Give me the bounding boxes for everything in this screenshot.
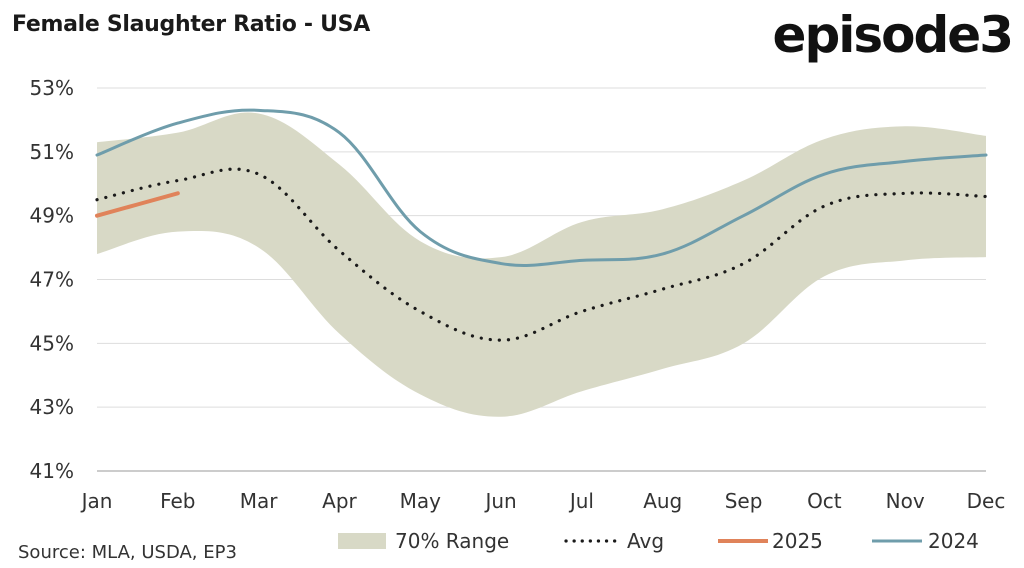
x-tick-label: Jul xyxy=(568,489,594,513)
x-tick-label: Jun xyxy=(483,489,516,513)
x-tick-label: Aug xyxy=(643,489,682,513)
x-axis-ticks: Jan Feb Mar Apr May Jun Jul Aug Sep Oct Nov Dec xyxy=(80,489,1006,513)
y-tick-label: 51% xyxy=(30,140,74,164)
y-tick-label: 43% xyxy=(30,395,74,419)
y-tick-label: 49% xyxy=(30,204,74,228)
chart-title: Female Slaughter Ratio - USA xyxy=(12,12,370,37)
y-tick-label: 53% xyxy=(30,76,74,100)
legend-label-2024: 2024 xyxy=(928,529,979,553)
x-tick-label: Nov xyxy=(886,489,925,513)
source-note: Source: MLA, USDA, EP3 xyxy=(18,542,237,563)
y-tick-label: 47% xyxy=(30,268,74,292)
x-tick-label: Feb xyxy=(160,489,195,513)
x-tick-label: Dec xyxy=(967,489,1006,513)
x-tick-label: May xyxy=(400,489,442,513)
x-tick-label: Oct xyxy=(807,489,842,513)
series-lines xyxy=(95,108,988,342)
y-tick-label: 45% xyxy=(30,331,74,355)
x-tick-label: Jan xyxy=(80,489,113,513)
x-tick-label: Mar xyxy=(240,489,279,513)
legend-swatch-range xyxy=(338,533,386,549)
legend-label-2025: 2025 xyxy=(772,529,823,553)
legend-label-range: 70% Range xyxy=(395,529,509,553)
brand-logo: episode3 xyxy=(772,6,1014,64)
series-line-2025 xyxy=(95,191,180,218)
series-line-2024 xyxy=(95,108,988,267)
y-axis-ticks: 53% 51% 49% 47% 45% 43% 41% xyxy=(30,76,74,483)
legend-label-avg: Avg xyxy=(627,529,664,553)
y-tick-label: 41% xyxy=(30,459,74,483)
chart-legend: 70% Range Avg 2025 2024 xyxy=(338,529,979,553)
x-tick-label: Sep xyxy=(725,489,763,513)
x-tick-label: Apr xyxy=(322,489,357,513)
